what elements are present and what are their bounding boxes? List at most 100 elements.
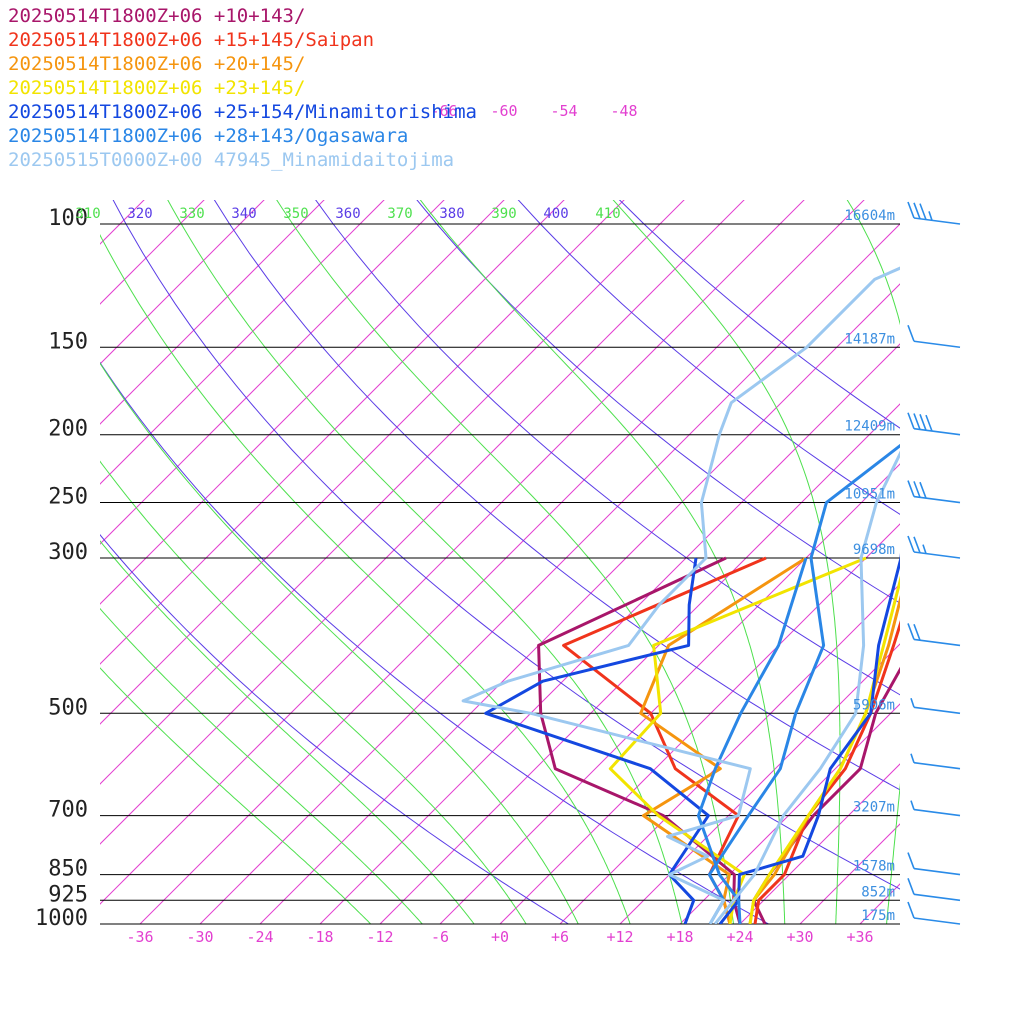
temperature-tick-label: -18 <box>306 928 333 946</box>
pressure-label: 1000 <box>35 906 88 931</box>
isotherm-line <box>100 200 565 665</box>
temperature-tick-label: +18 <box>666 928 693 946</box>
wind-barb-flag <box>913 413 921 430</box>
moist-adiabats <box>100 200 900 924</box>
legend-entry: 20250514T1800Z+06 +28+143/Ogasawara <box>8 125 408 147</box>
wind-barb-flag <box>913 202 921 220</box>
height-label: 852m <box>861 884 895 900</box>
temperature-tick-label: +6 <box>551 928 569 946</box>
legend: 20250514T1800Z+06 +10+143/20250514T1800Z… <box>8 5 477 171</box>
dry-adiabat-line <box>213 200 900 791</box>
pressure-label: 150 <box>48 329 88 354</box>
moist-adiabat-line <box>846 200 900 924</box>
theta-label: 380 <box>439 206 464 222</box>
pressure-label: 850 <box>48 857 88 882</box>
height-label: 16604m <box>844 208 895 224</box>
height-label: 175m <box>861 908 895 924</box>
wind-barb-flag <box>907 480 915 497</box>
temperature-tick-label: -12 <box>366 928 393 946</box>
temperature-profile-line <box>713 450 900 924</box>
wind-barb-flag <box>907 852 915 869</box>
isotherm-line <box>0 148 16 924</box>
wind-barb-flag <box>913 481 921 498</box>
theta-label: 350 <box>283 206 308 222</box>
height-label: 1578m <box>853 859 895 875</box>
isotherm-line <box>100 200 205 305</box>
temperature-tick-label: +24 <box>726 928 753 946</box>
legend-entry: 20250515T0000Z+00 47945_Minamidaitojima <box>8 149 454 171</box>
wind-barb-flag <box>919 481 927 499</box>
legend-entry: 20250514T1800Z+06 +15+145/Saipan <box>8 29 374 51</box>
wind-barb-flag <box>907 324 915 342</box>
pressure-label: 300 <box>48 540 88 565</box>
isotherm-line <box>739 763 900 924</box>
isotherm-line <box>499 523 900 924</box>
dry-adiabat-line <box>618 200 900 429</box>
sounding-profiles <box>461 266 900 924</box>
wind-barb-flag <box>919 203 927 220</box>
isotherm-top-label: -54 <box>550 102 577 120</box>
isotherm-line <box>100 200 385 485</box>
moist-adiabat-line <box>100 667 372 924</box>
isotherm-line <box>559 583 900 924</box>
dewpoint-profile-line <box>484 557 710 924</box>
moist-adiabat-line <box>100 362 579 924</box>
height-label: 5906m <box>853 697 895 713</box>
temperature-profile-line <box>748 594 900 924</box>
wind-barb-flag <box>907 878 915 895</box>
isotherm-line <box>100 200 685 785</box>
isotherm-line <box>100 200 265 365</box>
wind-barb-flag <box>907 623 915 640</box>
moist-adiabat-line <box>100 607 423 924</box>
height-label: 9698m <box>853 542 895 558</box>
wind-barb-staff <box>913 638 961 647</box>
dry-adiabat-line <box>100 361 770 924</box>
theta-label: 360 <box>335 206 360 222</box>
isotherm-line <box>319 343 900 924</box>
pressure-label: 925 <box>48 882 88 907</box>
pressure-label: 250 <box>48 485 88 510</box>
isotherm-line <box>100 200 445 545</box>
moist-adiabat-line <box>612 200 841 924</box>
isotherm-line <box>100 200 625 725</box>
isotherm-line <box>100 200 145 245</box>
wind-barb-half-flag <box>928 211 933 221</box>
dry-adiabat-line <box>315 200 900 696</box>
pressure-label: 700 <box>48 798 88 823</box>
height-label: 14187m <box>844 331 895 347</box>
isotherm-line <box>139 200 865 924</box>
temperature-tick-label: -30 <box>186 928 213 946</box>
dry-adiabat-line <box>517 200 900 515</box>
wind-barb-staff <box>913 917 961 925</box>
isotherm-line <box>379 403 900 924</box>
wind-barb-staff <box>913 706 961 715</box>
dry-adiabat-line <box>100 534 570 924</box>
isotherm-line <box>679 703 900 924</box>
wind-barb-staff <box>913 340 961 349</box>
pressure-label: 100 <box>48 206 88 231</box>
legend-entry: 20250514T1800Z+06 +10+143/ <box>8 5 305 27</box>
theta-label: 310 <box>75 206 100 222</box>
wind-barb-flag <box>907 201 915 219</box>
isotherm-lines <box>0 148 1024 924</box>
wind-barb-staff <box>913 217 961 225</box>
dry-adiabat-line <box>112 200 900 890</box>
temperature-profile-line <box>748 575 900 924</box>
pressure-label: 500 <box>48 695 88 720</box>
temperature-tick-label: -24 <box>246 928 273 946</box>
wind-barb-staff <box>913 893 961 902</box>
temperature-profile-line <box>752 666 900 924</box>
wind-barb-staff <box>913 495 961 504</box>
height-label: 12409m <box>844 419 895 435</box>
isotherm-line <box>100 200 505 605</box>
temperature-profile-line <box>707 443 900 924</box>
height-label: 10951m <box>844 487 895 503</box>
wind-barb-half-flag <box>910 753 915 763</box>
isotherm-top-label: -48 <box>610 102 637 120</box>
isotherm-line <box>439 463 900 924</box>
isotherm-line <box>920 148 1024 924</box>
theta-label: 320 <box>127 206 152 222</box>
temperature-tick-label: -6 <box>431 928 449 946</box>
